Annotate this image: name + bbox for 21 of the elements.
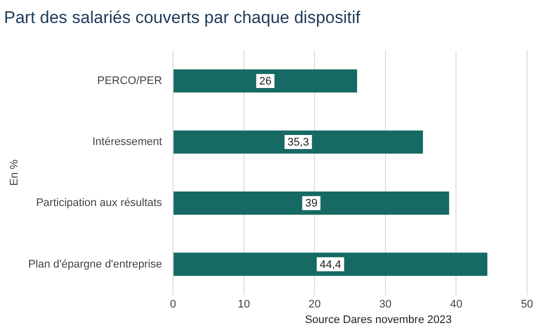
bar bbox=[174, 192, 450, 215]
y-axis-title: En % bbox=[8, 159, 21, 186]
x-tick-label: 30 bbox=[379, 298, 392, 310]
y-tick-label: PERCO/PER bbox=[97, 74, 162, 87]
chart-title: Part des salariés couverts par chaque dispositif bbox=[4, 8, 361, 27]
x-tick-label: 20 bbox=[308, 298, 321, 310]
y-tick-label: Intéressement bbox=[92, 136, 162, 148]
y-tick-label: Participation aux résultats bbox=[36, 197, 163, 210]
y-tick-label: Plan d'épargne d'entreprise bbox=[28, 258, 162, 270]
data-label: 26 bbox=[259, 75, 272, 88]
x-tick-label: 50 bbox=[520, 298, 534, 310]
x-tick-label: 10 bbox=[238, 298, 250, 310]
bar bbox=[174, 69, 358, 93]
data-label: 39 bbox=[305, 198, 318, 210]
data-label: 44,4 bbox=[320, 258, 342, 271]
bar bbox=[174, 130, 423, 154]
x-tick-label: 40 bbox=[450, 298, 462, 310]
bar bbox=[174, 252, 488, 276]
x-tick-label: 0 bbox=[170, 298, 176, 310]
data-label: 35,3 bbox=[288, 136, 309, 149]
source-note: Source Dares novembre 2023 bbox=[304, 314, 452, 326]
